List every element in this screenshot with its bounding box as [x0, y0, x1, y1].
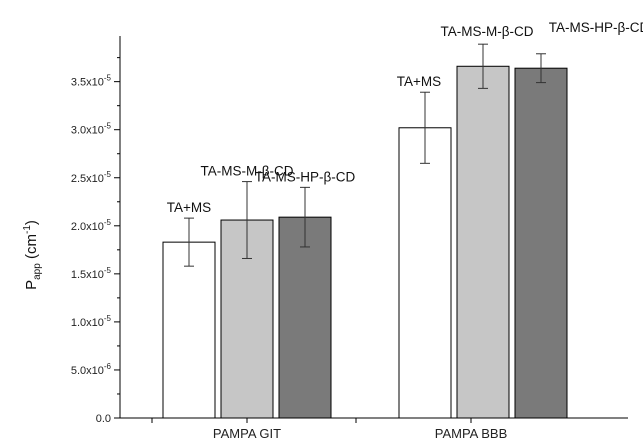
x-category-label: PAMPA GIT — [213, 426, 281, 441]
bar — [514, 67, 568, 419]
bar — [278, 216, 332, 419]
y-tick-label: 0.0 — [96, 413, 111, 425]
bar-value-label: TA+MS — [397, 74, 441, 89]
bar-value-label: TA-MS-M-β-CD — [201, 164, 294, 179]
bar-value-label: TA-MS-M-β-CD — [441, 24, 534, 39]
error-bars — [184, 43, 546, 267]
x-ticks: PAMPA GIT PAMPA BBB — [151, 418, 508, 441]
bar — [162, 241, 216, 419]
y-axis-label: Papp (cm-1) — [22, 220, 43, 290]
bar-value-label: TA-MS-HP-β-CD — [549, 20, 643, 35]
y-tick-label: 1.0x10-5 — [71, 314, 112, 329]
y-tick-label: 3.5x10-5 — [71, 74, 112, 89]
y-axis: 0.0 5.0x10-6 1.0x10-5 1.5x10-5 2.0x10-5 2.5x1… — [22, 36, 121, 425]
y-tick-label: 3.0x10-5 — [71, 122, 112, 137]
y-tick-label: 2.5x10-5 — [71, 170, 112, 185]
bar-labels: TA+MSTA-MS-M-β-CDTA-MS-HP-β-CDTA+MSTA-MS… — [167, 20, 643, 215]
x-category-label: PAMPA BBB — [435, 426, 508, 441]
bars — [162, 65, 568, 419]
y-tick-label: 5.0x10-6 — [71, 362, 112, 377]
bar-value-label: TA-MS-HP-β-CD — [255, 169, 356, 184]
y-tick-label: 1.5x10-5 — [71, 266, 112, 281]
bar-value-label: TA+MS — [167, 200, 211, 215]
bar — [398, 127, 452, 419]
y-tick-label: 2.0x10-5 — [71, 218, 112, 233]
bar — [456, 65, 510, 419]
x-axis: PAMPA GIT PAMPA BBB — [120, 417, 628, 441]
y-ticks: 0.0 5.0x10-6 1.0x10-5 1.5x10-5 2.0x10-5 2.5x1… — [71, 57, 120, 425]
